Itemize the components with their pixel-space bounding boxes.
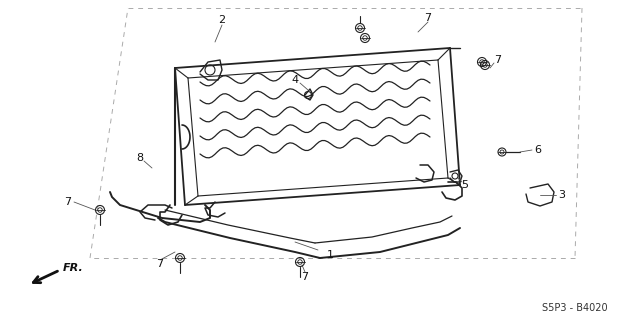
Text: 7: 7 [301, 272, 308, 282]
Text: 7: 7 [156, 259, 164, 269]
Text: 7: 7 [424, 13, 431, 23]
Text: 3: 3 [559, 190, 566, 200]
Text: FR.: FR. [63, 263, 84, 273]
Text: 6: 6 [534, 145, 541, 155]
Text: 2: 2 [218, 15, 225, 25]
Text: 7: 7 [495, 55, 502, 65]
Text: 5: 5 [461, 180, 468, 190]
Text: 1: 1 [326, 250, 333, 260]
Text: 8: 8 [136, 153, 143, 163]
Text: 7: 7 [65, 197, 72, 207]
Text: 4: 4 [291, 75, 299, 85]
Text: S5P3 - B4020: S5P3 - B4020 [542, 303, 608, 313]
